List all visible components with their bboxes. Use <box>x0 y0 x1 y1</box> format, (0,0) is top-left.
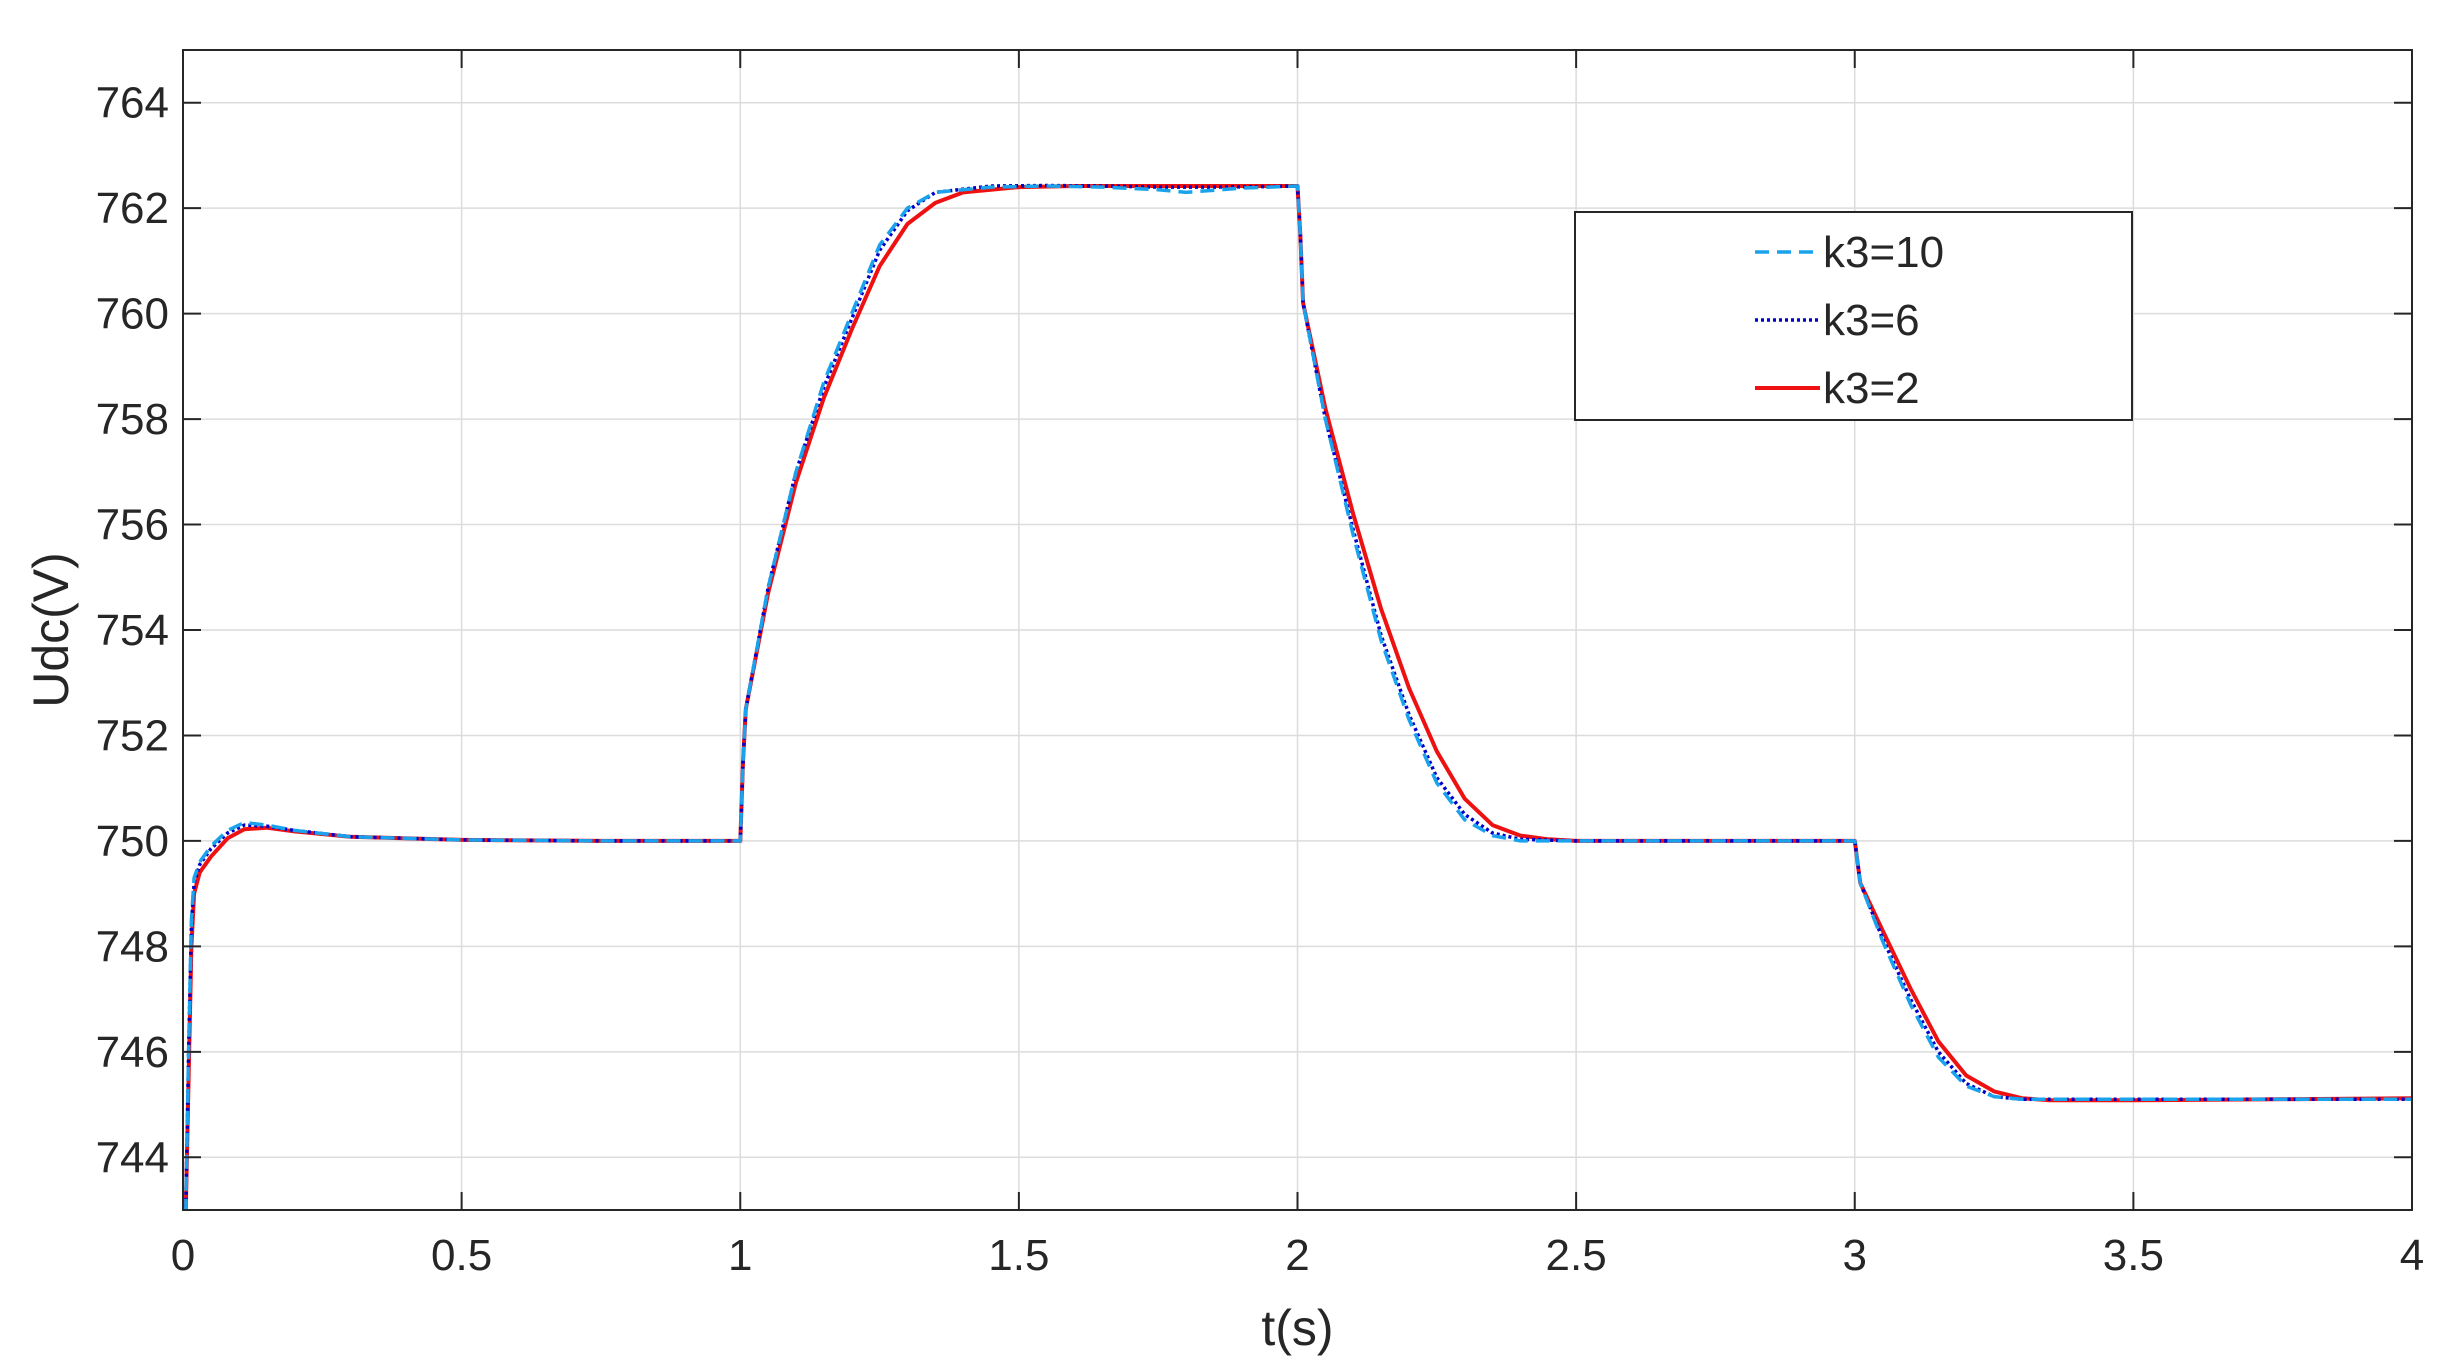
legend-label: k3=6 <box>1823 296 1920 345</box>
y-tick-label: 754 <box>96 606 169 655</box>
x-tick-label: 2.5 <box>1546 1231 1607 1280</box>
y-tick-label: 752 <box>96 711 169 760</box>
y-tick-label: 746 <box>96 1028 169 1077</box>
x-axis-label: t(s) <box>1261 1300 1333 1356</box>
legend: k3=10 k3=6 k3=2 <box>1575 212 2132 420</box>
y-tick-label: 760 <box>96 290 169 339</box>
y-axis-label: Udc(V) <box>23 552 79 708</box>
legend-label: k3=2 <box>1823 364 1920 413</box>
x-tick-label: 4 <box>2400 1231 2424 1280</box>
y-tick-label: 750 <box>96 817 169 866</box>
x-tick-label: 1.5 <box>988 1231 1049 1280</box>
y-tick-label: 756 <box>96 501 169 550</box>
x-tick-label: 0 <box>171 1231 195 1280</box>
y-tick-label: 748 <box>96 922 169 971</box>
y-tick-label: 758 <box>96 395 169 444</box>
x-tick-label: 0.5 <box>431 1231 492 1280</box>
y-tick-label: 744 <box>96 1133 169 1182</box>
x-tick-label: 1 <box>728 1231 752 1280</box>
x-tick-label: 3.5 <box>2103 1231 2164 1280</box>
y-tick-label: 764 <box>96 79 169 128</box>
y-tick-label: 762 <box>96 184 169 233</box>
legend-label: k3=10 <box>1823 228 1944 277</box>
x-tick-label: 3 <box>1843 1231 1867 1280</box>
x-tick-label: 2 <box>1285 1231 1309 1280</box>
